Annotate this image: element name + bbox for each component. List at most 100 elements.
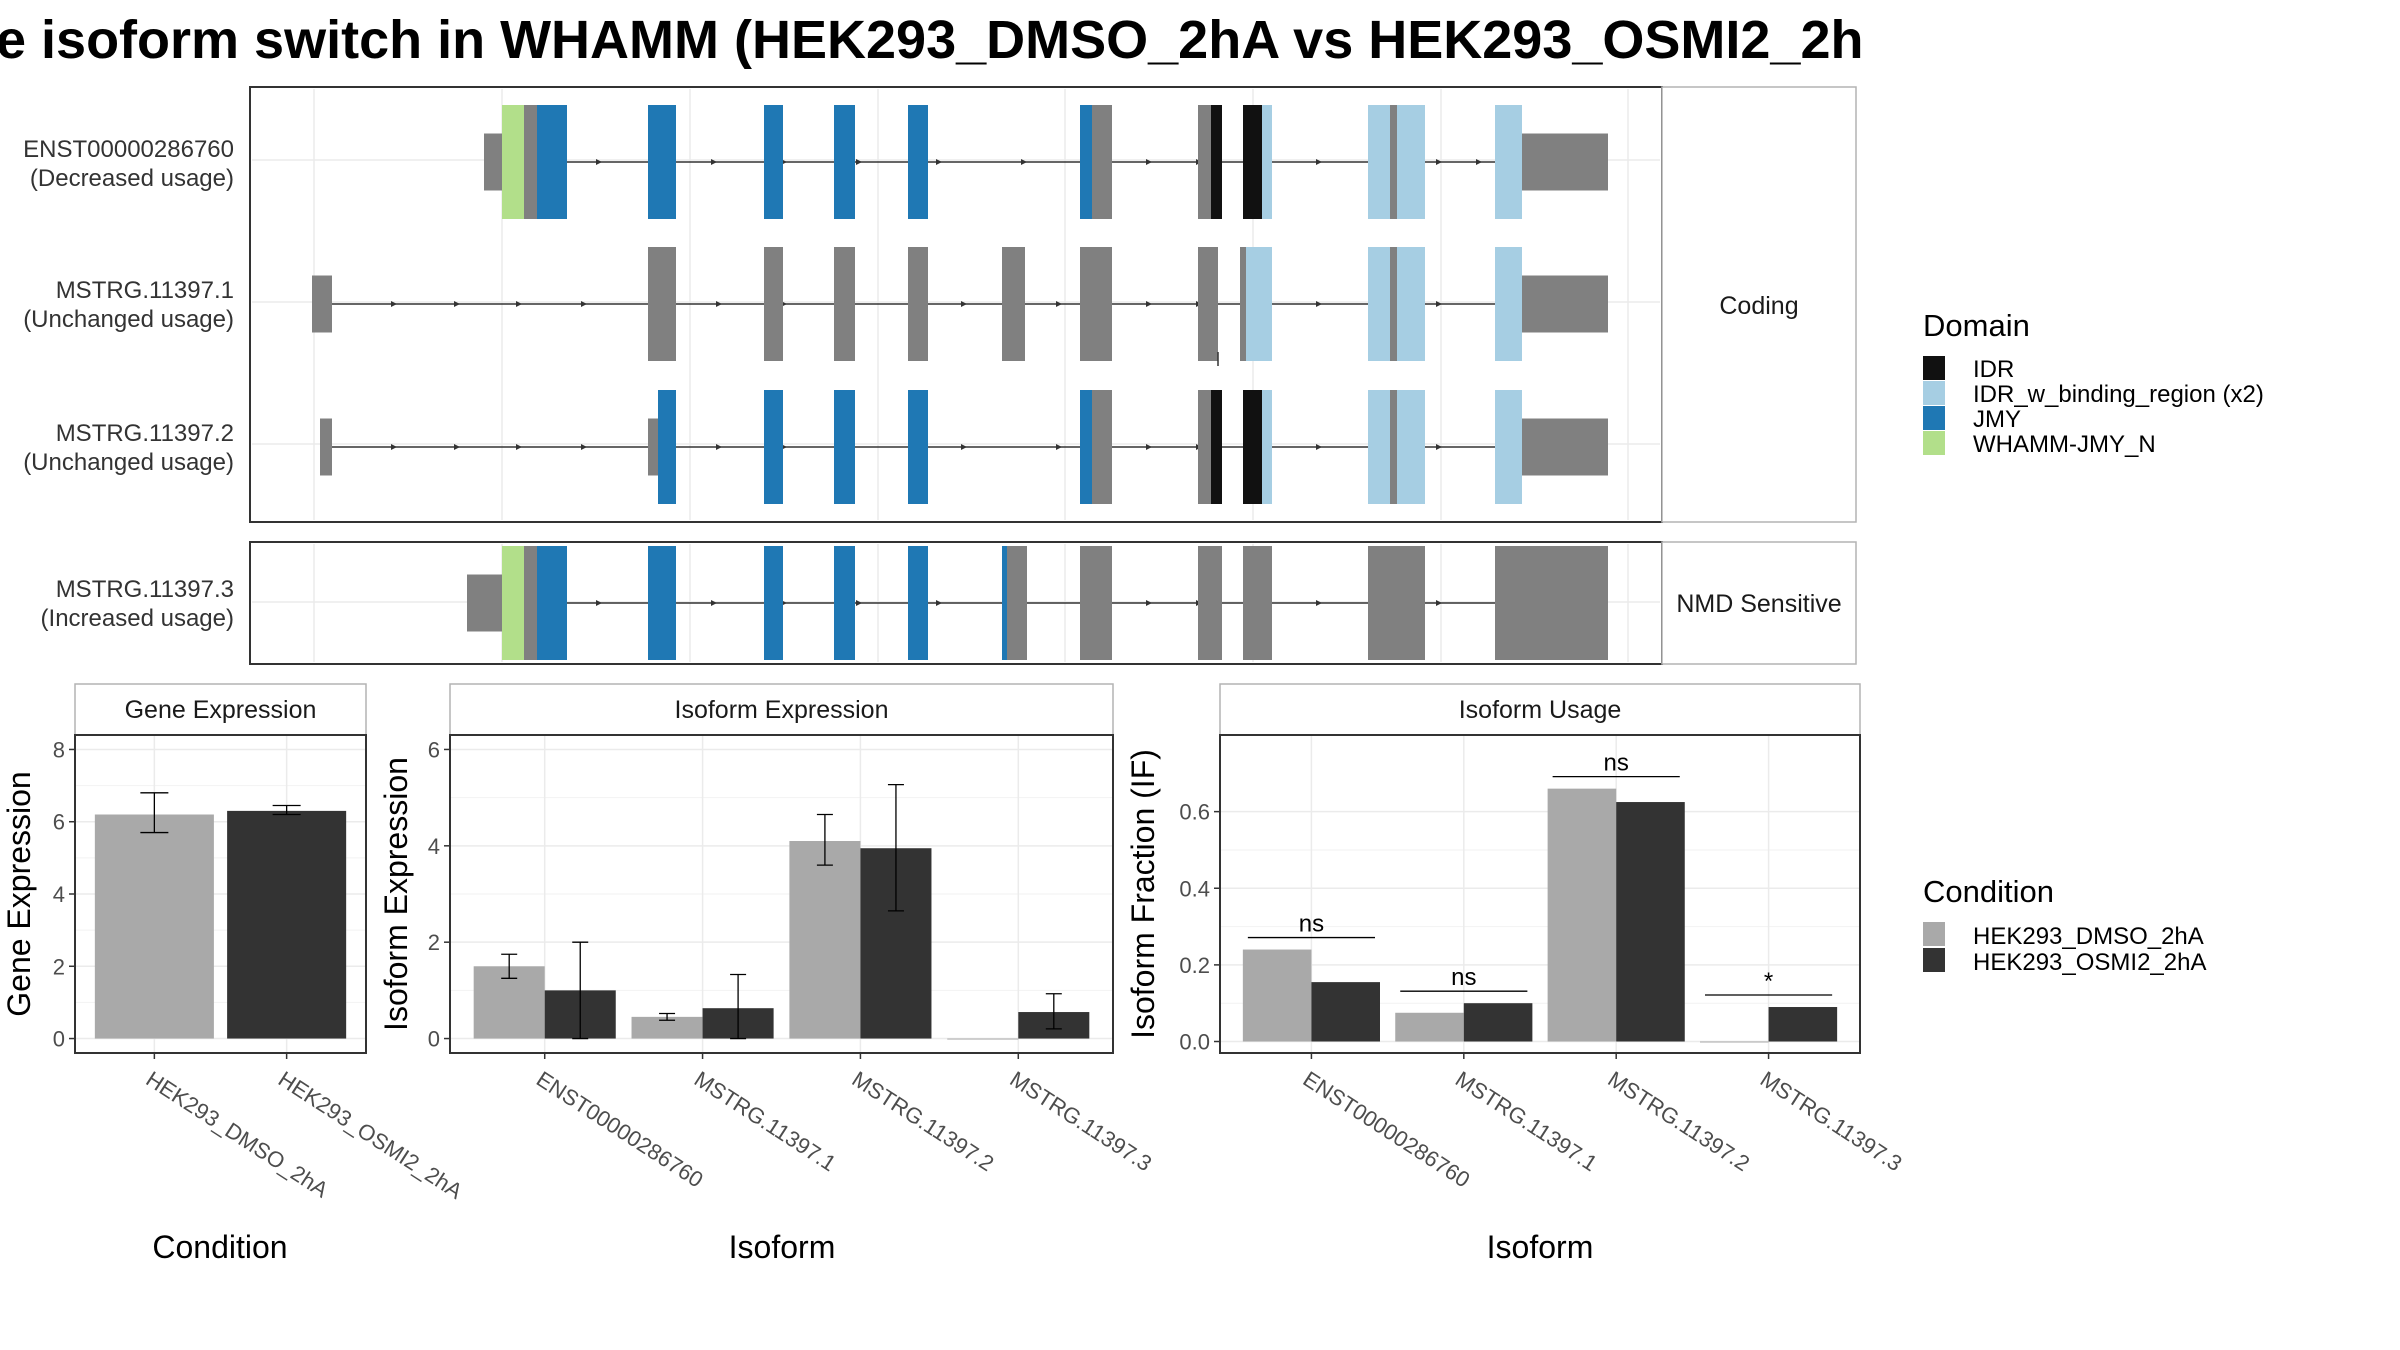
exon-segment — [834, 105, 855, 219]
y-tick-label: 2 — [428, 930, 440, 955]
exon-segment — [537, 546, 567, 660]
exon-segment — [1397, 390, 1425, 504]
intron-arrow — [1146, 600, 1152, 606]
intron-arrow — [1316, 600, 1322, 606]
significance-label: ns — [1451, 964, 1476, 991]
exon-segment — [908, 247, 928, 361]
exon-segment — [1198, 390, 1211, 504]
exon-segment — [648, 105, 676, 219]
intron-arrow — [716, 301, 722, 307]
exon-segment — [648, 546, 676, 660]
exon-segment — [320, 418, 332, 476]
intron-arrow — [856, 600, 862, 606]
exon-segment — [834, 247, 855, 361]
strip-label-coding: Coding — [1719, 292, 1798, 320]
panel-title: Isoform Usage — [1459, 696, 1622, 724]
legend-label-idr: IDR — [1973, 356, 2014, 383]
domain-legend: Domain IDR IDR_w_binding_region (x2) JMY… — [1923, 308, 2264, 458]
y-tick-label: 0.0 — [1179, 1030, 1210, 1055]
intron-arrow — [711, 600, 717, 606]
exon-segment — [1522, 275, 1608, 333]
usage-label: (Unchanged usage) — [23, 449, 234, 476]
intron-arrow — [856, 159, 862, 165]
intron-arrow — [391, 301, 397, 307]
exon-segment — [764, 247, 783, 361]
exon-segment — [537, 105, 567, 219]
panel-title: Isoform Expression — [675, 696, 889, 724]
exon-segment — [1002, 546, 1007, 660]
y-tick-label: 0 — [53, 1027, 65, 1052]
isoform-track-3 — [467, 546, 1608, 660]
domain-legend-title: Domain — [1923, 308, 2030, 343]
exon-segment — [1092, 390, 1112, 504]
exon-segment — [1080, 105, 1092, 219]
y-axis-title: Gene Expression — [1, 771, 37, 1016]
exon-segment — [658, 390, 676, 504]
legend-label-jmy: JMY — [1973, 406, 2021, 433]
exon-segment — [1002, 247, 1025, 361]
legend-label-dmso: HEK293_DMSO_2hA — [1973, 923, 2204, 950]
intron-arrow — [516, 301, 522, 307]
exon-segment — [1368, 105, 1390, 219]
bar — [789, 841, 861, 1039]
intron-arrow — [936, 600, 942, 606]
x-tick-label: MSTRG.11397.1 — [690, 1066, 841, 1176]
y-tick-label: 6 — [428, 737, 440, 762]
exon-segment — [1092, 105, 1112, 219]
legend-label-whamm-jmy-n: WHAMM-JMY_N — [1973, 431, 2156, 458]
exon-segment — [908, 546, 928, 660]
legend-label-idr-binding: IDR_w_binding_region (x2) — [1973, 381, 2264, 408]
exon-segment — [502, 546, 524, 660]
x-axis-title: Isoform — [729, 1229, 836, 1265]
isoform-structure-plot: Coding NMD Sensitive ENST00000286760 (De… — [23, 86, 1857, 665]
exon-segment — [834, 390, 855, 504]
legend-key-osmi2 — [1923, 948, 1945, 972]
exon-segment — [1495, 390, 1522, 504]
exon-segment — [1390, 105, 1397, 219]
legend-key-whamm-jmy-n — [1923, 431, 1945, 455]
chart-isoform-expression: Isoform Expression0246ENST00000286760MST… — [378, 683, 1157, 1265]
y-tick-label: 4 — [428, 834, 440, 859]
x-tick-label: MSTRG.11397.3 — [1006, 1066, 1157, 1176]
exon-segment — [648, 247, 676, 361]
y-tick-label: 2 — [53, 954, 65, 979]
exon-segment — [1397, 105, 1425, 219]
intron-arrow — [1436, 159, 1442, 165]
bar — [631, 1016, 703, 1039]
isoform-label: MSTRG.11397.2 — [56, 420, 234, 447]
x-tick-label: MSTRG.11397.2 — [848, 1066, 999, 1176]
exon-segment — [1368, 247, 1390, 361]
intron-arrow — [1146, 159, 1152, 165]
exon-segment — [1390, 390, 1397, 504]
y-tick-label: 8 — [53, 737, 65, 762]
y-axis-title: Isoform Expression — [378, 757, 414, 1031]
exon-segment — [1198, 546, 1222, 660]
bar — [1311, 982, 1380, 1042]
condition-legend: Condition HEK293_DMSO_2hA HEK293_OSMI2_2… — [1923, 874, 2206, 976]
exon-segment — [764, 390, 783, 504]
exon-segment — [1262, 390, 1272, 504]
bar — [1547, 788, 1617, 1042]
y-tick-label: 4 — [53, 882, 65, 907]
exon-segment — [1522, 418, 1608, 476]
x-tick-label: MSTRG.11397.3 — [1756, 1066, 1907, 1176]
usage-label: (Unchanged usage) — [23, 306, 234, 333]
bar — [227, 810, 347, 1039]
intron-arrow — [1436, 600, 1442, 606]
exon-segment — [1080, 390, 1092, 504]
intron-arrow — [961, 444, 967, 450]
intron-arrow — [1316, 159, 1322, 165]
intron-arrow — [1476, 159, 1482, 165]
strip-label-nmd: NMD Sensitive — [1676, 590, 1841, 618]
exon-segment — [1007, 546, 1027, 660]
y-axis-title: Isoform Fraction (IF) — [1125, 749, 1161, 1039]
usage-label: (Increased usage) — [41, 605, 234, 632]
isoform-label: MSTRG.11397.3 — [56, 576, 234, 603]
intron-arrow — [454, 301, 460, 307]
intron-arrow — [961, 301, 967, 307]
bar — [1700, 1041, 1769, 1043]
bar — [94, 814, 214, 1039]
isoform-track-2 — [320, 390, 1608, 504]
intron-arrow — [1056, 301, 1062, 307]
exon-segment — [1211, 105, 1222, 219]
